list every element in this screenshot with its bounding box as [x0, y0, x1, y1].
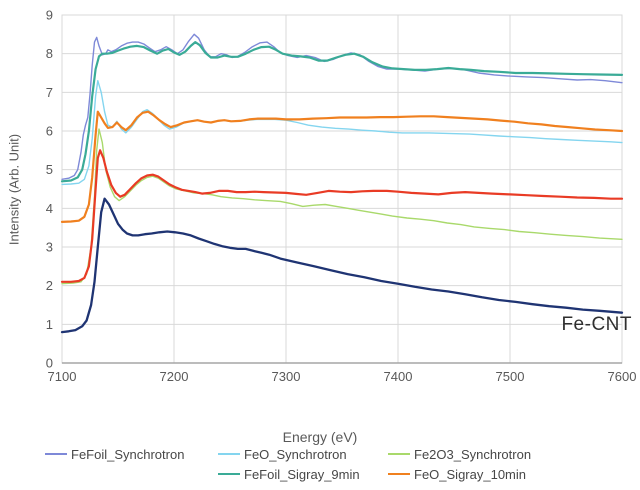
y-tick-label: 3: [46, 240, 53, 255]
y-tick-label: 7: [46, 85, 53, 100]
legend-item-fe2o3_synchrotron: Fe2O3_Synchrotron: [388, 444, 531, 464]
legend-item-fefoil_sigray_9min: FeFoil_Sigray_9min: [218, 464, 360, 484]
legend-label: FeO_Synchrotron: [244, 446, 347, 462]
legend-swatch-feo_sigray_10min: [388, 473, 410, 475]
series-line-fe2o3_synchrotron: [61, 128, 623, 285]
legend-swatch-fe2o3_synchrotron: [388, 453, 410, 455]
legend-item-feo_synchrotron: FeO_Synchrotron: [218, 444, 360, 464]
legend-column: FeFoil_Synchrotron: [45, 444, 184, 464]
legend-swatch-fefoil_sigray_9min: [218, 473, 240, 475]
legend: FeFoil_Synchrotron FeO_Synchrotron FeFoil_…: [0, 444, 640, 490]
x-tick-label: 7400: [384, 369, 413, 384]
y-axis-title: Intensity (Arb. Unit): [6, 133, 22, 246]
y-tick-label: 2: [46, 278, 53, 293]
y-tick-label: 8: [46, 46, 53, 61]
legend-label: FeO_Sigray_10min: [414, 466, 526, 482]
legend-label: Fe2O3_Synchrotron: [414, 446, 532, 462]
y-tick-label: 5: [46, 162, 53, 177]
y-tick-label: 4: [46, 201, 53, 216]
x-tick-label: 7500: [496, 369, 525, 384]
y-tick-label: 0: [46, 356, 53, 371]
legend-label: FeFoil_Sigray_9min: [244, 466, 360, 482]
x-tick-label: 7600: [608, 369, 637, 384]
y-tick-label: 6: [46, 124, 53, 139]
x-tick-label: 7300: [272, 369, 301, 384]
y-tick-label: 1: [46, 317, 53, 332]
sample-label: Fe-CNT: [561, 314, 632, 335]
legend-swatch-fefoil_synchrotron: [45, 453, 67, 455]
y-tick-label: 9: [46, 8, 53, 23]
series-line-feo_synchrotron: [61, 80, 623, 186]
series-line-red_series: [60, 149, 624, 283]
plot-border: [61, 14, 623, 364]
x-tick-label: 7200: [160, 369, 189, 384]
legend-label: FeFoil_Synchrotron: [71, 446, 185, 462]
x-axis-title: Energy (eV): [282, 429, 358, 445]
series-line-navy_series: [60, 197, 624, 334]
legend-column: Fe2O3_Synchrotron FeO_Sigray_10min: [388, 444, 531, 484]
legend-swatch-feo_synchrotron: [218, 453, 240, 455]
x-tick-label: 7100: [48, 369, 77, 384]
plot-area: 0 1 2 3 4 5 6 7 8 9 7100 7200 7300 7400 7500 7600: [46, 8, 637, 385]
series-line-fefoil_sigray_9min: [60, 41, 624, 183]
legend-item-fefoil_synchrotron: FeFoil_Synchrotron: [45, 444, 184, 464]
legend-item-feo_sigray_10min: FeO_Sigray_10min: [388, 464, 531, 484]
series-line-feo_sigray_10min: [60, 110, 624, 223]
legend-column: FeO_Synchrotron FeFoil_Sigray_9min: [218, 444, 360, 484]
